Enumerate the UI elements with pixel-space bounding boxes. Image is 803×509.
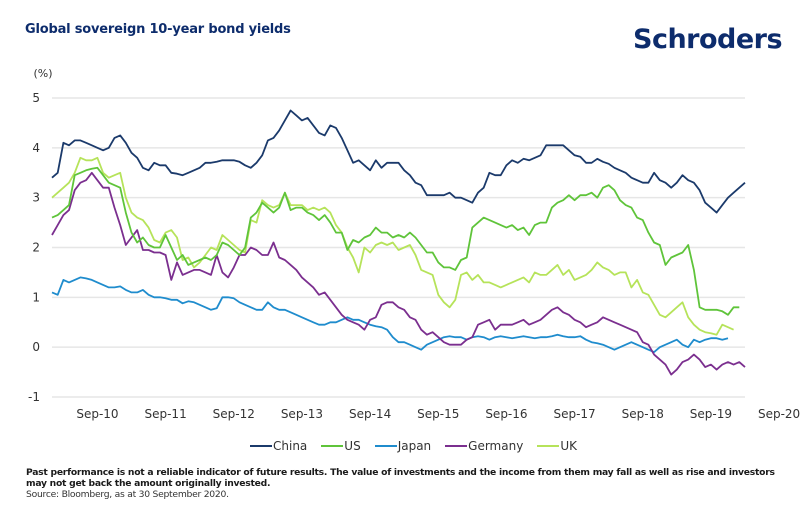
legend-label: China [273,439,308,453]
x-tick-label: Sep-14 [349,407,391,421]
legend-label: Japan [397,439,432,453]
chart-legend: China US Japan Germany UK [250,439,577,453]
legend-item-us: US [321,439,361,453]
x-tick-label: Sep-15 [417,407,459,421]
legend-swatch [374,445,397,447]
legend-swatch [445,445,468,447]
series-line-china [51,109,746,214]
y-tick-label: 4 [32,141,40,155]
legend-label: UK [560,439,577,453]
y-tick-label: 5 [32,91,40,105]
x-tick-label: Sep-20 [758,407,800,421]
y-tick-label: 0 [32,340,40,354]
x-tick-label: Sep-17 [553,407,595,421]
legend-item-china: China [250,439,307,453]
y-tick-label: -1 [28,390,40,404]
source-text: Source: Bloomberg, as at 30 September 20… [26,489,229,500]
x-tick-label: Sep-16 [485,407,527,421]
x-tick-label: Sep-12 [213,407,255,421]
legend-item-germany: Germany [445,439,523,453]
x-tick-label: Sep-11 [144,407,186,421]
x-tick-label: Sep-18 [622,407,664,421]
series-line-us [51,166,740,316]
y-tick-label: 3 [32,191,40,205]
legend-label: US [344,439,361,453]
series-line-japan [51,276,729,354]
line-chart: (%) -1 0 1 2 3 4 5 Sep-10 Sep-11 Sep-12 Sep-13 Sep-1… [28,67,800,421]
x-tick-label: Sep-19 [690,407,732,421]
disclaimer-text: Past performance is not a reliable indic… [26,467,775,489]
legend-item-uk: UK [537,439,577,453]
legend-swatch [250,445,272,447]
legend-swatch [537,445,560,447]
legend-swatch [321,445,344,447]
chart-title: Global sovereign 10-year bond yields [25,22,291,37]
series-line-germany [51,171,746,376]
footer: Past performance is not a reliable indic… [26,467,796,500]
y-tick-label: 2 [32,241,40,255]
schroders-logo: Schroders [633,24,783,55]
y-tick-label: 1 [32,290,40,304]
x-tick-label: Sep-13 [281,407,323,421]
legend-label: Germany [468,439,524,453]
x-tick-label: Sep-10 [76,407,118,421]
y-axis-label: (%) [33,67,52,80]
legend-item-japan: Japan [374,439,432,453]
series-line-uk [51,156,734,336]
